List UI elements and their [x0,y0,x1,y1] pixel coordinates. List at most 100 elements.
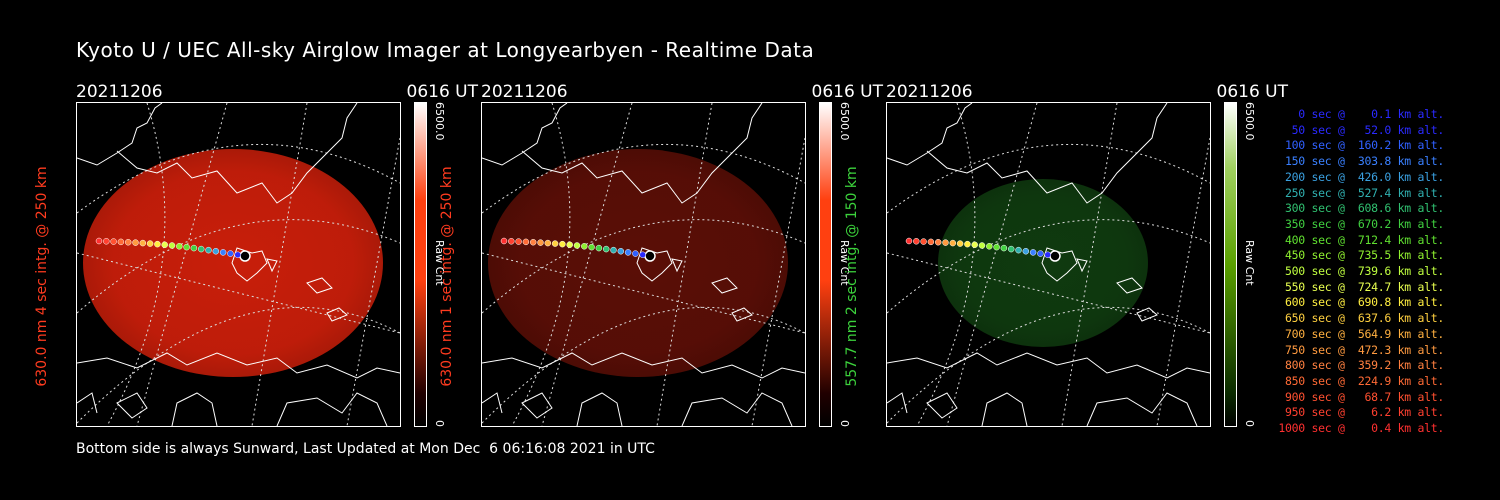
colorbar [414,102,427,427]
geo-grid [482,103,805,426]
trajectory-point [183,243,190,251]
trajectory-point [559,240,566,248]
airglow-disc [488,149,788,377]
trajectory-point [602,245,610,253]
colorbar [819,102,832,427]
trajectory-point [168,242,176,249]
trajectory-legend: 0 sec @ 0.1 km alt. 50 sec @ 52.0 km alt… [1262,107,1444,437]
trajectory-point [573,242,581,249]
trajectory-point [913,238,920,245]
trajectory-point [551,240,559,247]
trajectory-track [500,237,656,262]
geo-grid [77,103,400,426]
trajectory-point [566,241,573,249]
trajectory-point [110,238,117,245]
footer-note: Bottom side is always Sunward, Last Upda… [76,441,655,457]
legend-row: 400 sec @ 712.4 km alt. [1278,232,1444,247]
coastline [482,103,805,426]
panel-time: 0616 UT [1216,82,1289,102]
legend-row: 950 sec @ 6.2 km alt. [1278,405,1444,420]
trajectory-point [1022,247,1030,255]
legend-row: 0 sec @ 0.1 km alt. [1278,107,1444,121]
trajectory-point [537,239,544,246]
trajectory-point [117,238,125,246]
legend-row: 350 sec @ 670.2 km alt. [1278,216,1444,231]
trajectory-track [905,237,1061,262]
image-panel-2: 20211206 0616 UT 630.0 nm 1 sec intg. @ … [439,80,884,440]
panel-date: 20211206 [886,82,973,102]
colorbar-max: 6500.0 [1243,102,1256,141]
trajectory-point [1049,250,1061,262]
coastline [77,103,400,426]
legend-row: 750 sec @ 472.3 km alt. [1278,342,1444,357]
trajectory-point [986,243,993,250]
trajectory-point [956,240,964,247]
panel-ylabel: 557.7 nm 2 sec intg. @ 150 km [844,166,860,387]
legend-row: 500 sec @ 739.6 km alt. [1278,264,1444,279]
trajectory-point [1037,250,1044,257]
page-title: Kyoto U / UEC All-sky Airglow Imager at … [76,38,815,62]
legend-row: 150 sec @ 303.8 km alt. [1278,154,1444,169]
legend-row: 600 sec @ 690.8 km alt. [1278,295,1444,310]
airglow-disc [83,149,383,377]
legend-row: 100 sec @ 160.2 km alt. [1278,138,1444,153]
coastline [887,103,1210,426]
trajectory-point [234,251,241,259]
trajectory-point [644,250,656,262]
trajectory-point [176,243,183,250]
trajectory-point [522,238,530,246]
trajectory-point [197,245,205,253]
trajectory-point [154,240,161,248]
panel-ylabel: 630.0 nm 4 sec intg. @ 250 km [34,166,50,387]
trajectory-point [1029,249,1037,256]
trajectory-point [500,237,508,245]
panel-date: 20211206 [76,82,163,102]
trajectory-point [515,238,522,245]
colorbar [1224,102,1237,427]
trajectory-point [1015,246,1022,254]
legend-row: 700 sec @ 564.9 km alt. [1278,326,1444,341]
trajectory-point [212,247,220,255]
colorbar-min: 0 [1243,420,1256,427]
legend-row: 800 sec @ 359.2 km alt. [1278,358,1444,373]
trajectory-point [978,242,986,249]
trajectory-point [942,239,949,246]
trajectory-point [161,241,168,249]
trajectory-point [124,238,132,246]
trajectory-point [632,250,639,257]
geo-grid [887,103,1210,426]
trajectory-point [132,239,139,246]
trajectory-point [219,249,227,256]
trajectory-point [227,250,234,257]
legend-row: 50 sec @ 52.0 km alt. [1278,122,1445,137]
trajectory-point [949,239,957,247]
panel-time: 0616 UT [811,82,884,102]
trajectory-point [190,244,198,252]
trajectory-point [544,239,552,247]
trajectory-point [1044,251,1051,259]
colorbar-unit: Raw Cnt [1243,240,1256,286]
panel-ylabel: 630.0 nm 1 sec intg. @ 250 km [439,166,455,387]
trajectory-point [1007,245,1015,253]
trajectory-point [934,238,942,246]
trajectory-point [139,239,147,247]
trajectory-point [95,237,103,245]
trajectory-point [617,247,625,255]
trajectory-point [927,238,935,246]
trajectory-point [964,240,971,248]
legend-row: 650 sec @ 637.6 km alt. [1278,311,1444,326]
legend-row: 450 sec @ 735.5 km alt. [1278,248,1444,263]
legend-row: 550 sec @ 724.7 km alt. [1278,279,1444,294]
trajectory-point [920,238,927,245]
legend-row: 250 sec @ 527.4 km alt. [1278,185,1444,200]
trajectory-point [905,237,913,245]
legend-row: 200 sec @ 426.0 km alt. [1278,169,1444,184]
trajectory-point [624,249,632,256]
trajectory-point [239,250,251,262]
panel-date: 20211206 [481,82,568,102]
trajectory-point [610,246,617,254]
allsky-image [886,102,1211,427]
allsky-image [76,102,401,427]
trajectory-point [581,243,588,250]
trajectory-point [1000,244,1008,252]
